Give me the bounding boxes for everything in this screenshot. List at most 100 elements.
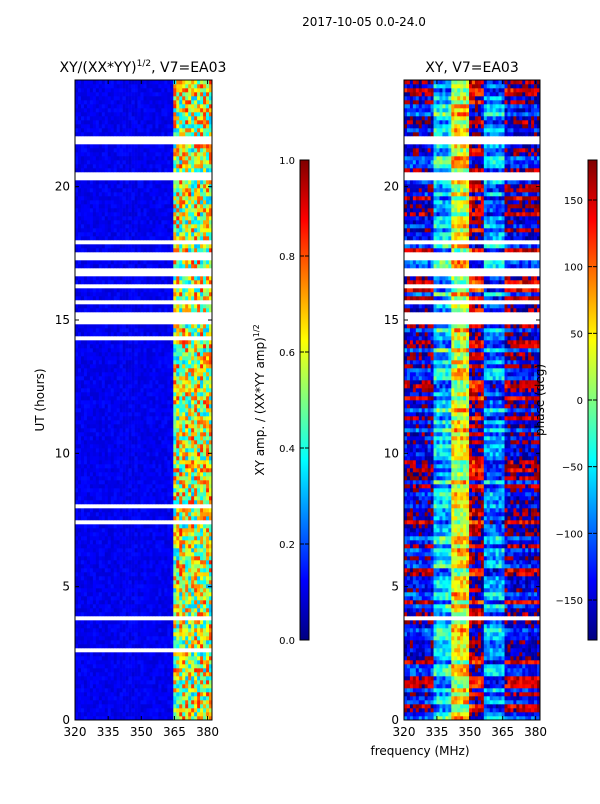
heatmap-cell [137, 580, 141, 585]
heatmap-cell [119, 556, 123, 561]
heatmap-cell [143, 584, 147, 589]
heatmap-cell [194, 540, 198, 545]
heatmap-cell [209, 624, 213, 629]
heatmap-cell [146, 440, 150, 445]
heatmap-cell [155, 668, 159, 673]
heatmap-cell [119, 612, 123, 617]
heatmap-cell [167, 640, 171, 645]
heatmap-cell [185, 644, 189, 649]
heatmap-cell [143, 448, 147, 453]
flagged-row [75, 648, 212, 653]
heatmap-cell [182, 676, 186, 681]
heatmap-cell [116, 248, 120, 253]
heatmap-cell [113, 584, 117, 589]
heatmap-cell [131, 288, 135, 293]
heatmap-cell [209, 484, 213, 489]
heatmap-cell [122, 304, 126, 309]
heatmap-cell [146, 688, 150, 693]
heatmap-cell [95, 420, 100, 425]
heatmap-cell [95, 352, 100, 357]
heatmap-cell [98, 376, 103, 381]
heatmap-cell [75, 404, 79, 409]
heatmap-cell [110, 516, 115, 521]
heatmap-cell [203, 692, 207, 697]
heatmap-cell [155, 388, 159, 393]
heatmap-cell [134, 656, 138, 661]
heatmap-cell [110, 292, 115, 297]
heatmap-cell [155, 664, 159, 669]
heatmap-cell [107, 548, 112, 553]
heatmap-cell [95, 452, 100, 457]
heatmap-cell [75, 652, 79, 657]
heatmap-cell [182, 484, 186, 489]
heatmap-cell [107, 696, 112, 701]
heatmap-cell [107, 368, 112, 373]
heatmap-cell [137, 536, 141, 541]
heatmap-cell [107, 688, 112, 693]
heatmap-cell [125, 384, 129, 389]
heatmap-cell [98, 492, 103, 497]
heatmap-cell [182, 672, 186, 677]
heatmap-cell [149, 380, 153, 385]
heatmap-cell [77, 568, 82, 573]
heatmap-cell [209, 396, 213, 401]
heatmap-cell [203, 484, 207, 489]
heatmap-cell [173, 576, 177, 581]
heatmap-cell [200, 232, 204, 237]
heatmap-cell [173, 560, 177, 565]
heatmap-cell [194, 340, 198, 345]
heatmap-cell [200, 688, 204, 693]
heatmap-cell [188, 664, 192, 669]
heatmap-cell [179, 364, 183, 369]
heatmap-cell [95, 244, 100, 249]
heatmap-cell [95, 440, 100, 445]
heatmap-cell [134, 684, 138, 689]
heatmap-cell [179, 404, 183, 409]
heatmap-cell [122, 444, 126, 449]
heatmap-cell [182, 596, 186, 601]
heatmap-cell [209, 548, 213, 553]
heatmap-cell [77, 604, 82, 609]
heatmap-cell [101, 260, 106, 265]
heatmap-cell [80, 588, 85, 593]
heatmap-cell [131, 572, 135, 577]
heatmap-cell [110, 580, 115, 585]
heatmap-cell [104, 384, 109, 389]
heatmap-cell [188, 588, 192, 593]
heatmap-cell [83, 352, 88, 357]
heatmap-cell [137, 396, 141, 401]
heatmap-cell [95, 608, 100, 613]
heatmap-cell [197, 332, 201, 337]
heatmap-cell [185, 584, 189, 589]
amplitude-heatmap[interactable] [75, 80, 213, 721]
heatmap-cell [170, 592, 174, 597]
heatmap-cell [200, 464, 204, 469]
heatmap-cell [80, 532, 85, 537]
heatmap-cell [179, 548, 183, 553]
heatmap-cell [116, 676, 120, 681]
heatmap-cell [83, 508, 88, 513]
heatmap-cell [110, 352, 115, 357]
heatmap-cell [86, 304, 91, 309]
heatmap-cell [194, 560, 198, 565]
heatmap-cell [89, 280, 94, 285]
heatmap-cell [200, 372, 204, 377]
heatmap-cell [149, 472, 153, 477]
heatmap-cell [206, 704, 210, 709]
heatmap-cell [116, 512, 120, 517]
heatmap-cell [194, 452, 198, 457]
heatmap-cell [194, 248, 198, 253]
heatmap-cell [113, 560, 117, 565]
heatmap-cell [86, 400, 91, 405]
heatmap-cell [182, 528, 186, 533]
heatmap-cell [137, 476, 141, 481]
heatmap-cell [104, 464, 109, 469]
heatmap-cell [137, 392, 141, 397]
heatmap-cell [161, 684, 165, 689]
heatmap-cell [167, 568, 171, 573]
heatmap-cell [110, 660, 115, 665]
heatmap-cell [89, 460, 94, 465]
heatmap-cell [134, 548, 138, 553]
heatmap-cell [200, 636, 204, 641]
heatmap-cell [200, 408, 204, 413]
